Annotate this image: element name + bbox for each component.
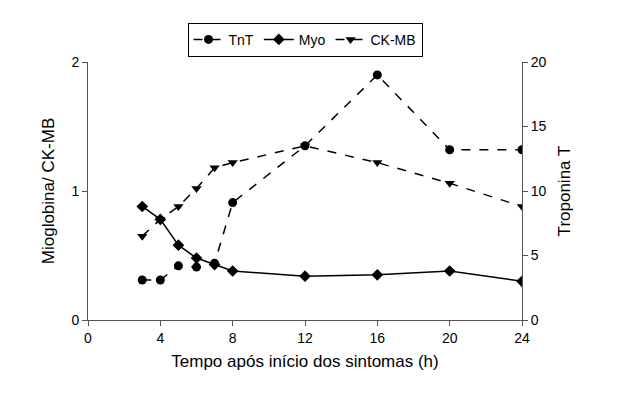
svg-text:16: 16 xyxy=(370,330,386,346)
svg-text:CK-MB: CK-MB xyxy=(371,32,416,48)
svg-text:1: 1 xyxy=(71,183,79,199)
svg-text:0: 0 xyxy=(71,312,79,328)
svg-text:5: 5 xyxy=(531,247,539,263)
svg-text:Tempo após início dos sintomas: Tempo após início dos sintomas (h) xyxy=(171,352,438,371)
svg-text:2: 2 xyxy=(71,54,79,70)
svg-text:Myo: Myo xyxy=(299,32,326,48)
svg-text:0: 0 xyxy=(531,312,539,328)
svg-text:Troponina T: Troponina T xyxy=(555,146,574,237)
svg-text:8: 8 xyxy=(229,330,237,346)
svg-text:10: 10 xyxy=(531,183,547,199)
svg-text:20: 20 xyxy=(442,330,458,346)
svg-text:TnT: TnT xyxy=(229,32,254,48)
svg-text:Mioglobina/ CK-MB: Mioglobina/ CK-MB xyxy=(39,118,58,264)
svg-text:4: 4 xyxy=(156,330,164,346)
svg-text:24: 24 xyxy=(514,330,530,346)
svg-text:20: 20 xyxy=(531,54,547,70)
svg-text:12: 12 xyxy=(297,330,313,346)
svg-text:0: 0 xyxy=(84,330,92,346)
svg-text:15: 15 xyxy=(531,118,547,134)
